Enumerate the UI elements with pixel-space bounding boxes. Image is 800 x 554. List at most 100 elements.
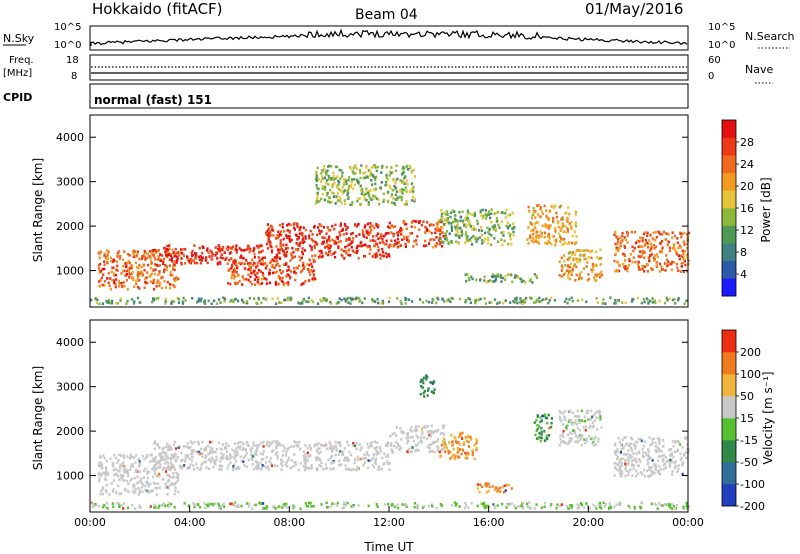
power-cell [242,256,245,260]
velocity-cell [617,436,620,440]
velocity-cell [247,502,250,505]
power-cell [141,254,144,258]
power-cell [310,262,313,266]
velocity-cell [362,463,365,467]
power-cell [121,270,125,273]
power-cell [632,249,635,253]
velocity-cell [235,459,238,463]
power-cell [291,246,294,250]
power-cell [471,277,474,281]
power-cell [404,242,407,246]
power-cell [418,228,421,231]
power-cell [230,257,233,260]
power-cell [403,222,407,226]
power-cell [658,231,661,235]
power-cell [366,229,369,233]
power-cell [347,185,350,188]
power-cell [402,171,405,174]
velocity-cell [221,457,224,460]
velocity-cell [650,442,653,446]
power-cell [90,298,93,302]
power-cell [456,230,459,234]
velocity-cell [597,410,600,414]
velocity-cell [346,467,349,471]
power-cell [363,196,366,200]
power-cell [301,250,304,254]
power-cell [387,231,390,235]
power-cell [227,268,230,272]
power-cell [211,254,214,258]
velocity-cell [630,449,634,452]
power-cell [164,264,167,267]
velocity-cell [297,468,300,472]
power-cell [530,297,533,300]
power-cell [390,239,393,242]
velocity-cell [351,444,354,447]
power-cell [574,224,578,228]
velocity-cell [187,454,190,457]
power-cell [415,220,418,223]
power-cell [673,260,676,264]
power-cell [243,262,246,266]
power-cell [458,297,462,301]
velocity-cell [316,443,319,447]
x-tick-label: 00:00 [74,516,106,529]
power-cell [564,271,567,275]
velocity-cell [317,442,320,445]
power-cell [583,253,586,257]
velocity-cell [271,450,274,453]
power-cell [340,298,343,302]
velocity-cell [135,454,138,457]
velocity-cell [184,457,187,460]
velocity-cell [176,456,179,459]
velocity-cell [292,506,295,510]
power-cell [168,258,171,261]
power-cell [269,230,272,234]
power-cell [178,254,181,257]
power-cell [544,225,547,228]
y-tick-label: 1000 [56,470,84,483]
velocity-cell [246,443,249,447]
velocity-cell [168,505,171,508]
power-cell [443,211,446,215]
power-cell [130,276,133,279]
power-cell [498,226,501,229]
velocity-cell [535,419,538,422]
power-cell [401,188,404,191]
velocity-cell [197,450,200,454]
power-cell [136,285,140,289]
power-cell [651,237,654,240]
power-cell [355,246,358,249]
velocity-cell [284,505,287,509]
power-cell [373,226,376,230]
power-cell [198,246,201,250]
power-cell [401,190,404,193]
velocity-cell [419,380,422,384]
velocity-cell [289,445,293,448]
velocity-cell [483,506,486,510]
power-cell [532,229,535,232]
velocity-cell [593,413,596,416]
velocity-cell [222,443,225,446]
power-cell [424,225,427,229]
velocity-cell [686,447,689,451]
power-cell [570,227,573,230]
power-cell [493,237,496,240]
power-cell [401,238,404,241]
velocity-cell [98,471,101,475]
power-cell [599,275,602,279]
power-cell [504,274,507,278]
power-cell [234,260,237,263]
velocity-cell [304,444,307,447]
power-cell [560,218,563,221]
power-cell [396,241,399,245]
power-cell [661,233,664,236]
power-cell [571,234,574,238]
velocity-cell [211,503,214,506]
velocity-cell [393,431,396,435]
velocity-cell [573,430,576,433]
power-cell [309,244,312,248]
velocity-cell [121,477,124,481]
velocity-cell [405,436,408,440]
velocity-cell [648,456,651,459]
